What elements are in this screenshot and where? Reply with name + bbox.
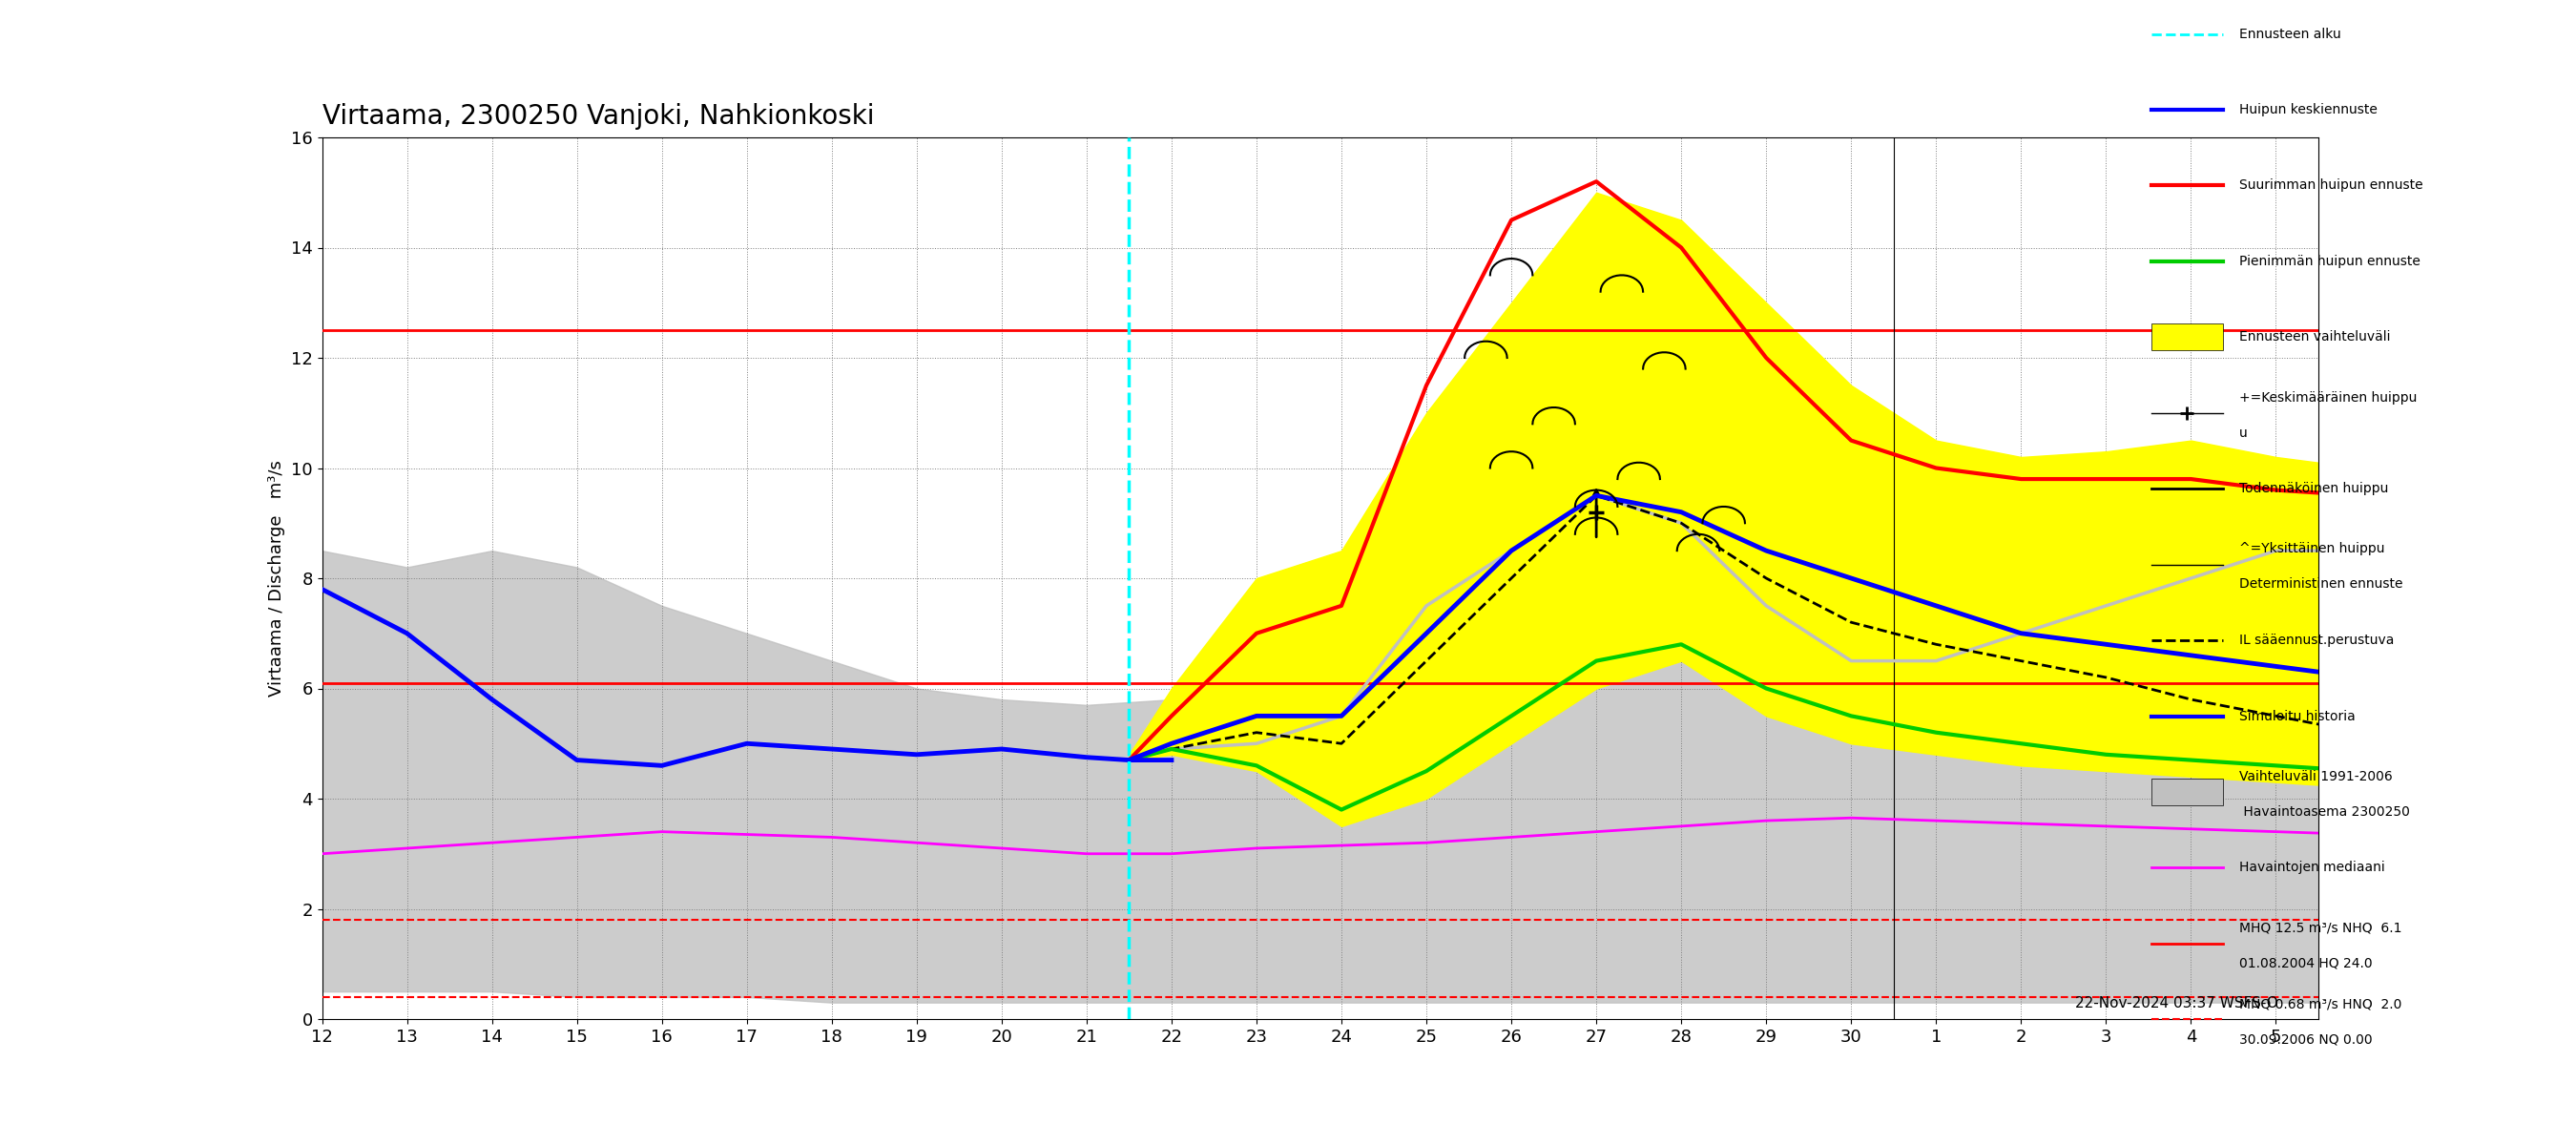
Y-axis label: Virtaama / Discharge   m³/s: Virtaama / Discharge m³/s	[268, 460, 286, 696]
Text: ^=Yksittäinen huippu: ^=Yksittäinen huippu	[2239, 543, 2385, 555]
Text: +=Keskimääräinen huippu: +=Keskimääräinen huippu	[2239, 390, 2416, 404]
Text: Huipun keskiennuste: Huipun keskiennuste	[2239, 103, 2378, 117]
FancyBboxPatch shape	[2151, 779, 2223, 805]
Text: Ennusteen alku: Ennusteen alku	[2239, 27, 2342, 40]
Text: Pienimmän huipun ennuste: Pienimmän huipun ennuste	[2239, 254, 2419, 268]
Text: 01.08.2004 HQ 24.0: 01.08.2004 HQ 24.0	[2239, 957, 2372, 970]
Text: 30.09.2006 NQ 0.00: 30.09.2006 NQ 0.00	[2239, 1033, 2372, 1045]
Text: MHQ 12.5 m³/s NHQ  6.1: MHQ 12.5 m³/s NHQ 6.1	[2239, 922, 2401, 934]
Text: Deterministinen ennuste: Deterministinen ennuste	[2239, 578, 2403, 591]
Text: Havaintojen mediaani: Havaintojen mediaani	[2239, 861, 2385, 875]
Text: Ennusteen vaihteluväli: Ennusteen vaihteluväli	[2239, 331, 2391, 343]
Text: u: u	[2239, 426, 2246, 440]
Text: Todennäköinen huippu: Todennäköinen huippu	[2239, 482, 2388, 496]
Text: 22-Nov-2024 03:37 WSFS-O: 22-Nov-2024 03:37 WSFS-O	[2076, 996, 2277, 1010]
Text: Vaihteluväli 1991-2006: Vaihteluväli 1991-2006	[2239, 769, 2393, 783]
Text: Simuloitu historia: Simuloitu historia	[2239, 710, 2354, 722]
Text: MNQ 0.68 m³/s HNQ  2.0: MNQ 0.68 m³/s HNQ 2.0	[2239, 997, 2401, 1011]
Text: IL sääennust.perustuva: IL sääennust.perustuva	[2239, 633, 2393, 647]
Text: Havaintoasema 2300250: Havaintoasema 2300250	[2239, 805, 2409, 819]
Text: Suurimman huipun ennuste: Suurimman huipun ennuste	[2239, 179, 2421, 192]
FancyBboxPatch shape	[2151, 324, 2223, 350]
Text: Virtaama, 2300250 Vanjoki, Nahkionkoski: Virtaama, 2300250 Vanjoki, Nahkionkoski	[322, 103, 873, 129]
